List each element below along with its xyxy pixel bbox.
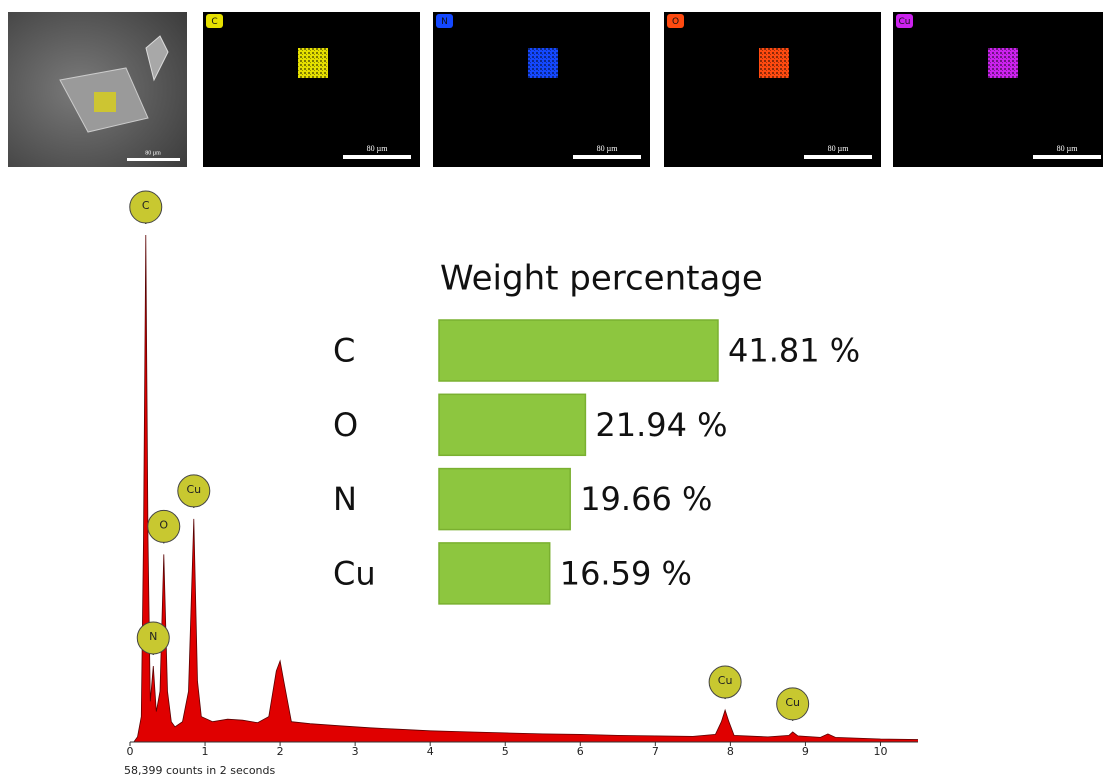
value-label: 21.94 %: [595, 406, 727, 444]
scale-label: 80 µm: [367, 144, 389, 153]
scale-label: 80 µm: [145, 150, 161, 156]
category-label: Cu: [333, 554, 376, 592]
bar: [439, 469, 570, 530]
value-label: 41.81 %: [728, 332, 860, 370]
category-label: C: [333, 332, 355, 370]
x-tick-label: 3: [352, 745, 359, 758]
scale-bar: [343, 155, 411, 159]
x-tick-label: 6: [577, 745, 584, 758]
peak-label: Cu: [718, 674, 733, 687]
map-speckle: [298, 48, 328, 78]
x-tick-label: 8: [727, 745, 734, 758]
figure: 80 µm C 80 µm N 80 µm O 80 µm Cu 80 µm 0 1 2 3 4 5 6 7 8 9…: [0, 0, 1103, 778]
x-tick-label: 7: [652, 745, 659, 758]
category-label: N: [333, 480, 357, 518]
map-image: [203, 12, 420, 167]
value-label: 16.59 %: [560, 554, 692, 592]
scale-bar: [127, 158, 180, 161]
scale-label: 80 µm: [828, 144, 850, 153]
peak-label: O: [159, 518, 168, 531]
element-label: C: [211, 17, 217, 27]
x-tick-label: 0: [127, 745, 134, 758]
caption: 58,399 counts in 2 seconds: [124, 764, 275, 777]
map-speckle: [988, 48, 1018, 78]
bar: [439, 320, 718, 381]
peak-label: Cu: [186, 483, 201, 496]
map-speckle: [528, 48, 558, 78]
scale-bar: [1033, 155, 1101, 159]
map-area: [94, 92, 116, 112]
x-tick-label: 10: [873, 745, 887, 758]
map-speckle: [759, 48, 789, 78]
x-tick-label: 5: [502, 745, 509, 758]
bar: [439, 394, 585, 455]
element-label: Cu: [899, 17, 911, 27]
x-tick-label: 2: [277, 745, 284, 758]
bar: [439, 543, 550, 604]
bar-title: Weight percentage: [440, 259, 763, 299]
scale-label: 80 µm: [597, 144, 619, 153]
peak-label: C: [142, 199, 150, 212]
map-image: [433, 12, 650, 167]
peak-label: Cu: [785, 696, 800, 709]
map-image: [664, 12, 881, 167]
scale-bar: [573, 155, 641, 159]
x-tick-label: 9: [802, 745, 809, 758]
element-label: N: [441, 17, 448, 27]
scale-bar: [804, 155, 872, 159]
peak-label: N: [149, 630, 157, 643]
x-tick-label: 4: [427, 745, 434, 758]
category-label: O: [333, 406, 358, 444]
element-label: O: [672, 17, 679, 27]
x-tick-label: 1: [202, 745, 209, 758]
scale-label: 80 µm: [1057, 144, 1079, 153]
value-label: 19.66 %: [580, 480, 712, 518]
